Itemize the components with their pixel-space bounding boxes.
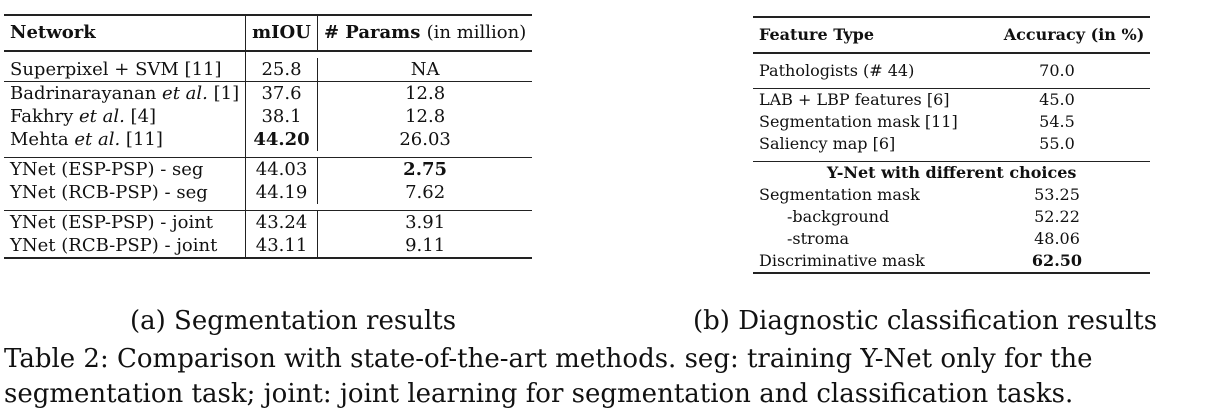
row-accuracy: 55.0 [1039, 134, 1075, 153]
table-row: YNet (ESP-PSP) - seg 44.03 2.75 [4, 157, 533, 181]
row-accuracy: 70.0 [1039, 61, 1075, 80]
row-miou: 43.24 [245, 210, 318, 234]
table-caption: Table 2: Comparison with state-of-the-ar… [4, 342, 1220, 412]
row-name: Fakhry et al. [4] [10, 105, 157, 127]
caption-line-2: segmentation task; joint: joint learning… [4, 379, 1074, 409]
row-miou: 43.11 [245, 234, 318, 258]
header-accuracy: Accuracy (in %) [1003, 25, 1145, 44]
row-name: Mehta et al. [11] [10, 128, 163, 150]
row-params: 26.03 [316, 128, 533, 151]
row-miou: 25.8 [245, 58, 318, 82]
row-miou: 44.20 [245, 128, 318, 151]
row-name: Pathologists (# 44) [759, 61, 915, 80]
row-miou: 38.1 [245, 105, 318, 128]
table-row: LAB + LBP features [6] 45.0 [753, 88, 1151, 112]
row-name: YNet (RCB-PSP) - seg [10, 181, 208, 203]
row-name: LAB + LBP features [6] [759, 90, 950, 109]
row-name: Segmentation mask [11] [759, 112, 958, 131]
row-accuracy: 48.06 [1034, 229, 1080, 248]
header-params-bold: # Params [323, 22, 421, 43]
row-name: -background [787, 207, 890, 226]
row-name: YNet (ESP-PSP) - joint [10, 211, 214, 233]
row-miou: 44.19 [245, 181, 318, 204]
table-row: Pathologists (# 44) 70.0 [753, 60, 1150, 82]
row-name: Discriminative mask [759, 251, 925, 270]
row-name: -stroma [787, 229, 850, 248]
header-network: Network [10, 22, 96, 43]
row-miou: 37.6 [245, 81, 318, 105]
row-params: 3.91 [316, 210, 533, 234]
table-row: Badrinarayanan et al. [1] 37.6 12.8 [4, 81, 533, 105]
table-row: -stroma 48.06 [753, 228, 1150, 250]
subcaption-a: (a) Segmentation results [130, 306, 457, 336]
row-name: Badrinarayanan et al. [1] [10, 82, 240, 104]
row-accuracy: 45.0 [1039, 90, 1075, 109]
table-row: Mehta et al. [11] 44.20 26.03 [4, 128, 533, 151]
segmentation-results-table: Network mIOU # Params (in million) Super… [4, 14, 533, 259]
table-row: YNet (ESP-PSP) - joint 43.24 3.91 [4, 210, 533, 234]
table-row: YNet (RCB-PSP) - joint 43.11 9.11 [4, 234, 533, 258]
row-params: 2.75 [316, 157, 533, 181]
row-name: Segmentation mask [759, 185, 920, 204]
header-miou: mIOU [245, 15, 318, 51]
row-accuracy: 52.22 [1034, 207, 1080, 226]
table-row: Discriminative mask 62.50 [753, 250, 1151, 273]
table-row: Segmentation mask [11] 54.5 [753, 111, 1150, 133]
row-miou: 44.03 [245, 157, 318, 181]
row-params: 9.11 [316, 234, 533, 258]
table-row: -background 52.22 [753, 206, 1150, 228]
header-params: # Params (in million) [316, 15, 533, 51]
table-row: Fakhry et al. [4] 38.1 12.8 [4, 105, 533, 128]
table-row: Superpixel + SVM [11] 25.8 NA [4, 58, 533, 82]
row-accuracy: 54.5 [1039, 112, 1075, 131]
caption-line-1: Table 2: Comparison with state-of-the-ar… [4, 344, 1093, 374]
row-params: NA [316, 58, 533, 82]
row-name: Superpixel + SVM [11] [10, 58, 222, 80]
row-params: 7.62 [316, 181, 533, 204]
subcaption-b: (b) Diagnostic classification results [693, 306, 1158, 336]
row-params: 12.8 [316, 105, 533, 128]
table-row: Saliency map [6] 55.0 [753, 133, 1150, 155]
ynet-subheader: Y-Net with different choices [826, 163, 1077, 182]
header-feature-type: Feature Type [759, 25, 875, 44]
row-name: Saliency map [6] [759, 134, 896, 153]
classification-results-table: Feature Type Accuracy (in %) Pathologist… [753, 16, 1151, 274]
table-row: YNet (RCB-PSP) - seg 44.19 7.62 [4, 181, 533, 204]
row-accuracy: 62.50 [1031, 251, 1083, 270]
row-name: YNet (RCB-PSP) - joint [10, 234, 218, 256]
row-params: 12.8 [316, 81, 533, 105]
row-name: YNet (ESP-PSP) - seg [10, 158, 204, 180]
header-params-unit: (in million) [426, 22, 527, 43]
table-row: Segmentation mask 53.25 [753, 184, 1150, 206]
row-accuracy: 53.25 [1034, 185, 1080, 204]
